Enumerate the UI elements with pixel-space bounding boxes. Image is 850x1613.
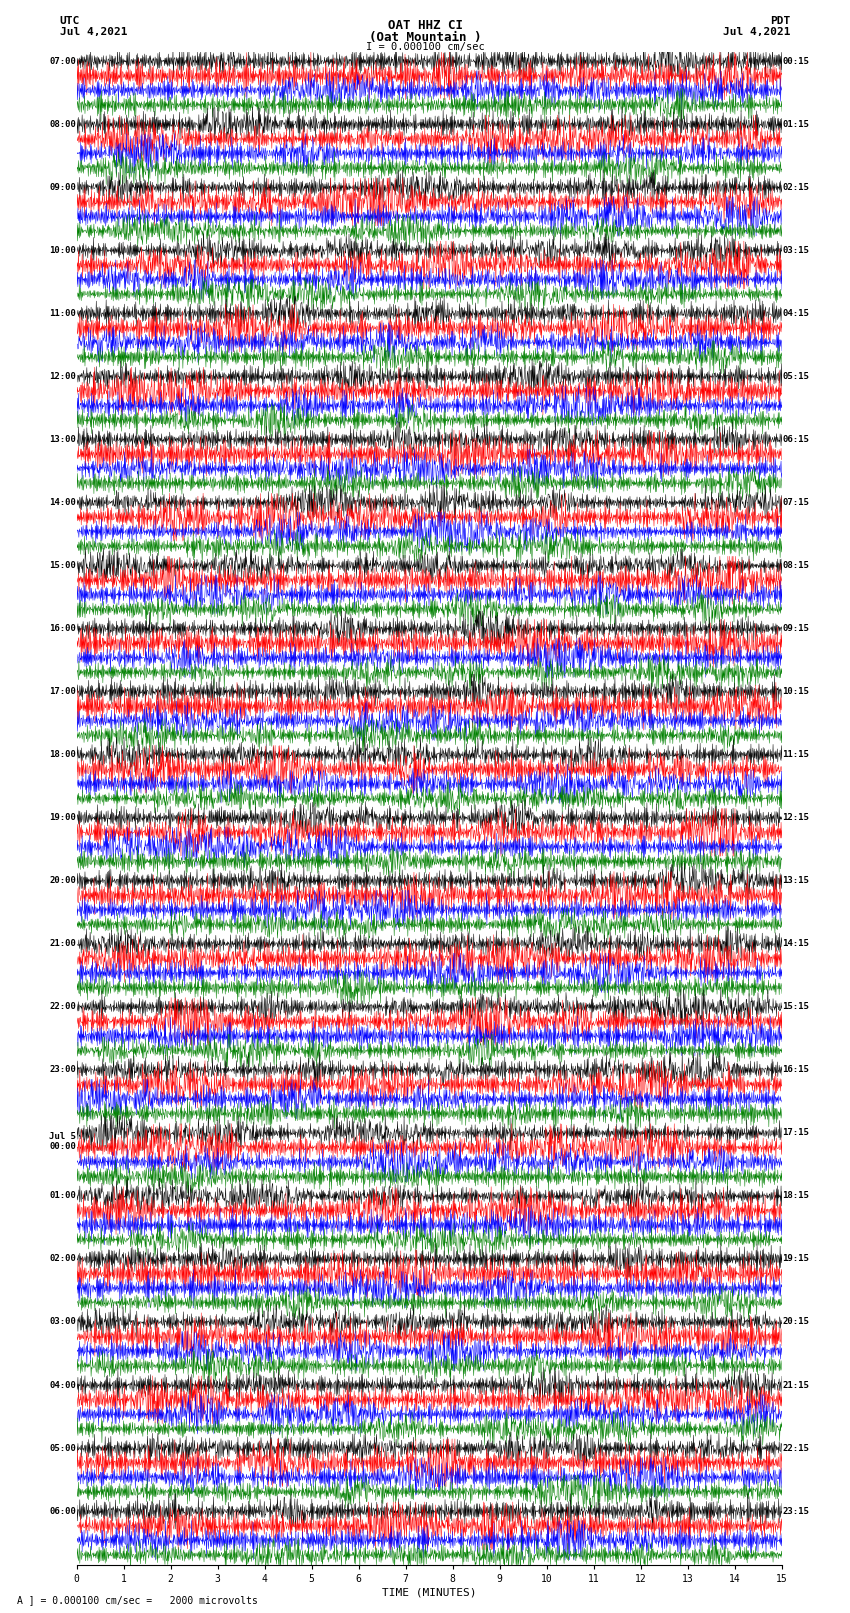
Text: 03:00: 03:00 — [49, 1318, 76, 1326]
Text: 20:00: 20:00 — [49, 876, 76, 886]
Text: 04:15: 04:15 — [782, 308, 809, 318]
Text: 21:00: 21:00 — [49, 939, 76, 948]
Text: 12:00: 12:00 — [49, 373, 76, 381]
Text: 05:15: 05:15 — [782, 373, 809, 381]
X-axis label: TIME (MINUTES): TIME (MINUTES) — [382, 1587, 477, 1598]
Text: 23:00: 23:00 — [49, 1065, 76, 1074]
Text: 20:15: 20:15 — [782, 1318, 809, 1326]
Text: 10:15: 10:15 — [782, 687, 809, 697]
Text: OAT HHZ CI: OAT HHZ CI — [388, 19, 462, 32]
Text: 13:15: 13:15 — [782, 876, 809, 886]
Text: 23:15: 23:15 — [782, 1507, 809, 1516]
Text: 05:00: 05:00 — [49, 1444, 76, 1453]
Text: A ] = 0.000100 cm/sec =   2000 microvolts: A ] = 0.000100 cm/sec = 2000 microvolts — [17, 1595, 258, 1605]
Text: 18:00: 18:00 — [49, 750, 76, 760]
Text: (Oat Mountain ): (Oat Mountain ) — [369, 31, 481, 44]
Text: 00:15: 00:15 — [782, 56, 809, 66]
Text: Jul 5: Jul 5 — [49, 1131, 76, 1140]
Text: 09:00: 09:00 — [49, 182, 76, 192]
Text: 01:00: 01:00 — [49, 1192, 76, 1200]
Text: 04:00: 04:00 — [49, 1381, 76, 1389]
Text: 11:00: 11:00 — [49, 308, 76, 318]
Text: 16:00: 16:00 — [49, 624, 76, 632]
Text: 12:15: 12:15 — [782, 813, 809, 823]
Text: 19:00: 19:00 — [49, 813, 76, 823]
Text: 01:15: 01:15 — [782, 119, 809, 129]
Text: PDT: PDT — [770, 16, 790, 26]
Text: 19:15: 19:15 — [782, 1255, 809, 1263]
Text: 07:00: 07:00 — [49, 56, 76, 66]
Text: Jul 4,2021: Jul 4,2021 — [723, 27, 791, 37]
Text: 10:00: 10:00 — [49, 245, 76, 255]
Text: 00:00: 00:00 — [49, 1142, 76, 1152]
Text: 02:15: 02:15 — [782, 182, 809, 192]
Text: 14:00: 14:00 — [49, 498, 76, 506]
Text: 15:15: 15:15 — [782, 1002, 809, 1011]
Text: 07:15: 07:15 — [782, 498, 809, 506]
Text: 18:15: 18:15 — [782, 1192, 809, 1200]
Text: 22:15: 22:15 — [782, 1444, 809, 1453]
Text: 22:00: 22:00 — [49, 1002, 76, 1011]
Text: 06:15: 06:15 — [782, 436, 809, 444]
Text: 14:15: 14:15 — [782, 939, 809, 948]
Text: 08:15: 08:15 — [782, 561, 809, 569]
Text: 15:00: 15:00 — [49, 561, 76, 569]
Text: 17:15: 17:15 — [782, 1129, 809, 1137]
Text: 09:15: 09:15 — [782, 624, 809, 632]
Text: 17:00: 17:00 — [49, 687, 76, 697]
Text: 21:15: 21:15 — [782, 1381, 809, 1389]
Text: 13:00: 13:00 — [49, 436, 76, 444]
Text: 16:15: 16:15 — [782, 1065, 809, 1074]
Text: 02:00: 02:00 — [49, 1255, 76, 1263]
Text: 11:15: 11:15 — [782, 750, 809, 760]
Text: 08:00: 08:00 — [49, 119, 76, 129]
Text: 03:15: 03:15 — [782, 245, 809, 255]
Text: UTC: UTC — [60, 16, 80, 26]
Text: I = 0.000100 cm/sec: I = 0.000100 cm/sec — [366, 42, 484, 52]
Text: Jul 4,2021: Jul 4,2021 — [60, 27, 127, 37]
Text: 06:00: 06:00 — [49, 1507, 76, 1516]
